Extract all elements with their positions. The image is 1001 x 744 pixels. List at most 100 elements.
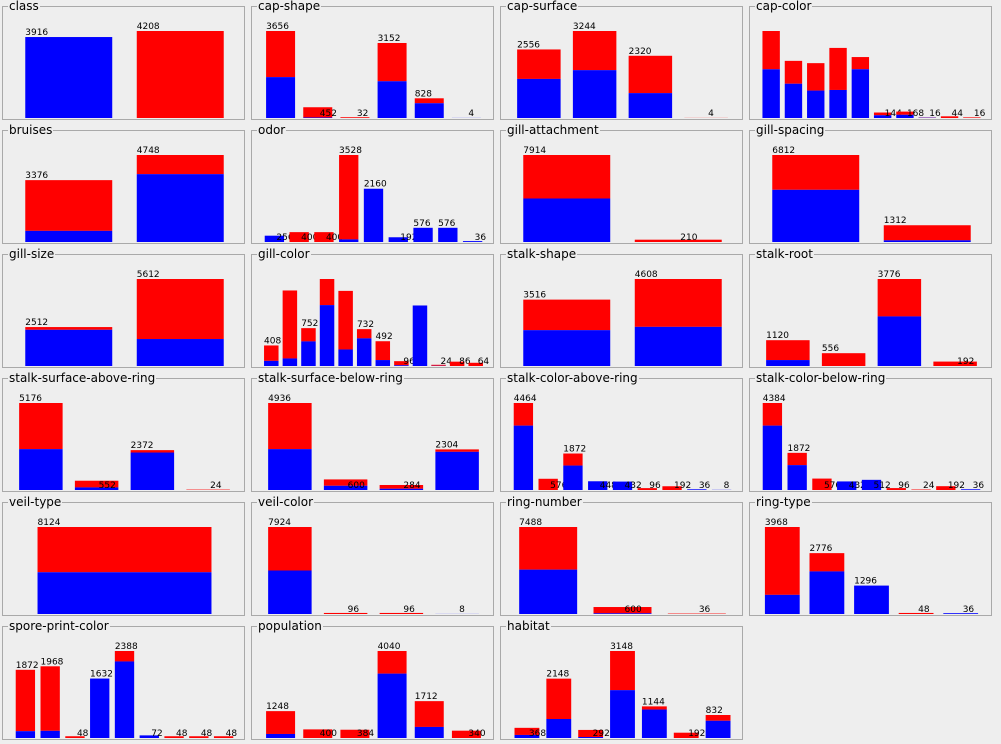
bar-segment-first-class — [268, 449, 312, 490]
bar-count-label: 3776 — [878, 270, 901, 280]
histogram-plot: 144 168 16 44 16 — [762, 31, 986, 119]
bar-count-label: 3516 — [523, 291, 546, 301]
bar-segment-second-class — [323, 612, 368, 614]
bar-segment-second-class — [637, 488, 657, 490]
bar-count-label: 284 — [403, 481, 420, 491]
bar-count-label: 432 — [849, 481, 866, 491]
bar-count-label: 210 — [680, 233, 697, 243]
bar-count-label: 192 — [948, 481, 965, 491]
bar-segment-second-class — [379, 484, 424, 489]
bar-count-label: 576 — [413, 219, 430, 229]
bar-count-label: 7488 — [519, 518, 542, 528]
bar-count-label: 368 — [529, 729, 546, 739]
histogram-panel: 2512 5612 gill-size — [2, 247, 245, 368]
bar-segment-second-class — [963, 117, 981, 118]
bar-count-label: 36 — [699, 481, 711, 491]
bar-count-label: 4608 — [635, 270, 658, 280]
bar-count-label: 2556 — [517, 40, 540, 50]
histogram-panel: 3968 2776 1296 48 36 ring-type — [749, 495, 992, 616]
bar-segment-second-class — [213, 736, 234, 738]
bar-segment-first-class — [807, 90, 825, 118]
bar-segment-second-class — [898, 612, 934, 614]
bar-count-label: 4384 — [763, 394, 786, 404]
bar-segment-first-class — [356, 338, 372, 366]
histogram-plot: 1872 1968 48 1632 2388 72 48 48 48 — [15, 642, 237, 739]
bar-segment-second-class — [886, 488, 906, 490]
bar-segment-first-class — [377, 673, 407, 738]
histogram-title: stalk-root — [755, 247, 814, 261]
bar-segment-first-class — [412, 305, 428, 366]
histogram-title: odor — [257, 123, 287, 137]
bar-segment-first-class — [563, 465, 583, 490]
bar-segment-second-class — [662, 486, 682, 490]
bar-segment-second-class — [936, 486, 956, 490]
histogram-plot: 7914 210 — [523, 146, 722, 243]
bar-count-label: 24 — [441, 357, 453, 367]
bar-count-label: 144 — [885, 109, 902, 119]
bar-count-label: 1312 — [884, 216, 907, 226]
histogram-panel: 4464 576 1872 448 432 96 192 36 8 stalk-color-abo… — [500, 371, 743, 492]
bar-segment-second-class — [705, 715, 731, 721]
bar-count-label: 24 — [210, 481, 222, 491]
bar-count-label: 4208 — [137, 22, 160, 32]
bar-count-label: 2160 — [364, 180, 387, 190]
bar-segment-second-class — [339, 155, 359, 240]
bar-segment-second-class — [593, 607, 652, 614]
bar-count-label: 2320 — [629, 47, 652, 57]
bar-segment-second-class — [65, 736, 85, 738]
bar-count-label: 8124 — [38, 518, 61, 528]
histogram-panel: 3916 4208 class — [2, 0, 245, 120]
bar-segment-first-class — [809, 571, 845, 614]
histogram-plot: 3656 452 32 3152 828 4 — [266, 22, 481, 119]
histogram-plot: 3968 2776 1296 48 36 — [764, 518, 979, 615]
bar-segment-first-class — [74, 487, 119, 490]
bar-segment-second-class — [37, 527, 212, 573]
bar-segment-second-class — [268, 527, 312, 571]
bar-segment-second-class — [578, 729, 604, 738]
bar-count-label: 64 — [478, 357, 490, 367]
bar-segment-first-class — [375, 360, 391, 366]
bar-segment-first-class — [766, 360, 810, 366]
bar-segment-second-class — [319, 279, 335, 306]
histogram-plot: 3516 4608 — [523, 270, 722, 366]
histogram-title: class — [8, 0, 40, 13]
bar-segment-first-class — [634, 326, 722, 366]
bar-segment-second-class — [303, 729, 333, 738]
bar-segment-second-class — [435, 449, 479, 452]
bar-segment-first-class — [394, 365, 409, 366]
histogram-plot: 368 2148 292 3148 1144 192 832 — [514, 642, 731, 739]
histogram-plot: 7488 600 36 — [519, 518, 726, 615]
bar-segment-first-class — [513, 425, 534, 490]
bar-count-label: 752 — [301, 319, 318, 329]
bar-count-label: 192 — [400, 233, 417, 243]
bar-segment-first-class — [25, 329, 113, 366]
bar-count-label: 1120 — [766, 331, 789, 341]
bar-segment-second-class — [772, 155, 860, 190]
bar-segment-second-class — [572, 31, 617, 71]
bar-segment-second-class — [323, 479, 368, 486]
histogram-plot: 7924 96 96 8 — [268, 518, 479, 615]
bar-segment-second-class — [851, 57, 870, 70]
bar-segment-second-class — [896, 111, 914, 115]
bar-segment-first-class — [462, 241, 483, 242]
histogram-title: cap-color — [755, 0, 813, 13]
bar-segment-second-class — [787, 452, 807, 466]
bar-segment-second-class — [266, 711, 296, 734]
bar-segment-second-class — [449, 361, 465, 366]
bar-count-label: 3528 — [339, 146, 362, 156]
histogram-panel: 1248 400 384 4040 1712 340 population — [251, 619, 494, 740]
bar-count-label: 2372 — [131, 441, 154, 451]
bar-count-label: 3148 — [610, 642, 633, 652]
histogram-title: habitat — [506, 619, 551, 633]
bar-count-label: 96 — [649, 481, 661, 491]
bar-segment-second-class — [314, 232, 334, 242]
bar-segment-first-class — [136, 339, 224, 366]
bar-segment-second-class — [762, 31, 780, 70]
bar-segment-second-class — [136, 31, 224, 118]
bar-segment-second-class — [807, 63, 825, 91]
bar-segment-second-class — [414, 98, 444, 104]
bar-segment-second-class — [829, 47, 847, 90]
bar-count-label: 1144 — [642, 697, 665, 707]
histogram-panel: 7924 96 96 8 veil-color — [251, 495, 494, 616]
